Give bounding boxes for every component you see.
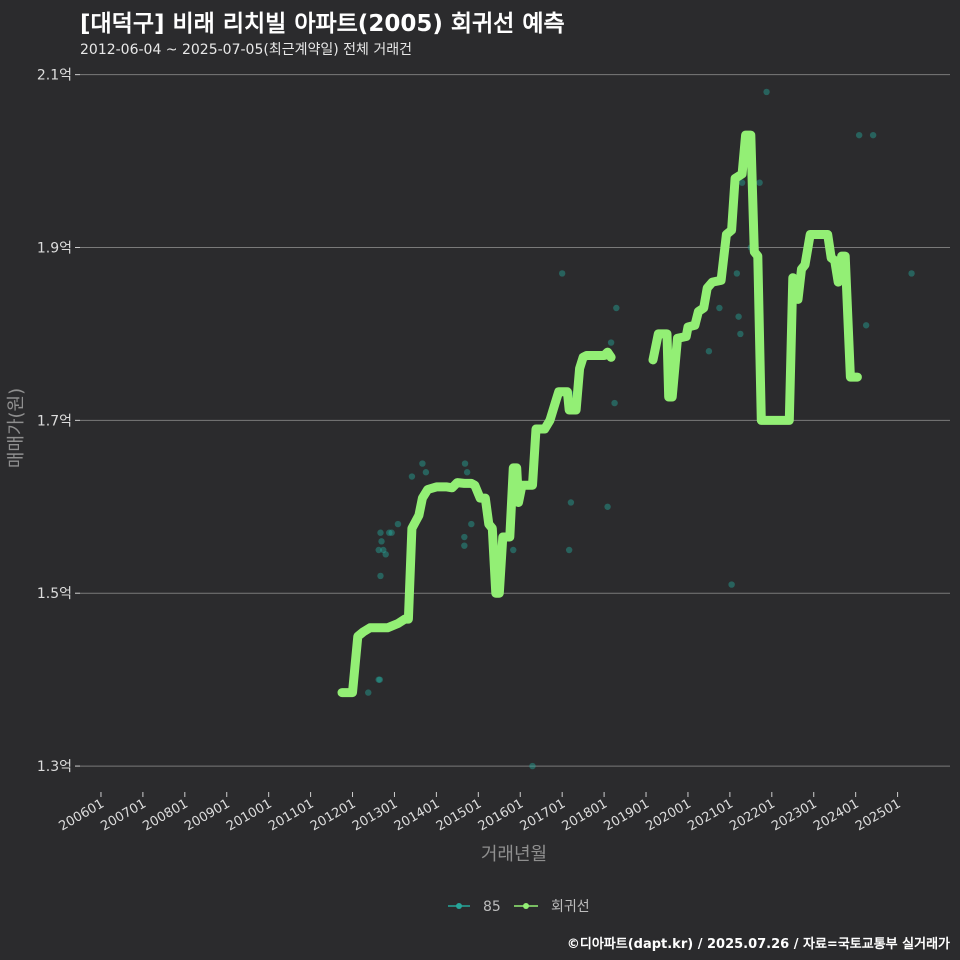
legend-85-marker bbox=[456, 903, 462, 909]
scatter-point-3 bbox=[375, 546, 382, 554]
scatter-point-41 bbox=[855, 131, 863, 139]
x-tick-label-4: 201001 bbox=[224, 796, 274, 834]
regression-line-segment-0 bbox=[337, 347, 616, 698]
scatter-point-19 bbox=[468, 520, 475, 528]
regression-line-segment-1 bbox=[648, 130, 862, 425]
y-axis-title: 매매가(원) bbox=[6, 388, 27, 468]
x-tick-label-1: 200701 bbox=[98, 796, 148, 834]
scatter-point-23 bbox=[558, 270, 566, 277]
scatter-point-37 bbox=[738, 179, 746, 186]
x-tick-label-0: 200601 bbox=[56, 796, 106, 834]
scatter-point-13 bbox=[419, 460, 426, 467]
y-tick-label-3: 1.5억 bbox=[37, 586, 72, 602]
scatter-point-6 bbox=[380, 546, 387, 554]
chart-title: [대덕구] 비래 리치빌 아파트(2005) 회귀선 예측 bbox=[80, 11, 565, 37]
scatter-point-7 bbox=[377, 572, 384, 580]
x-tick-label-15: 202101 bbox=[685, 796, 735, 834]
scatter-point-31 bbox=[705, 348, 713, 355]
x-tick-label-10: 201601 bbox=[476, 796, 526, 834]
scatter-point-35 bbox=[735, 313, 742, 320]
y-tick-label-2: 1.7억 bbox=[37, 413, 72, 429]
y-tick-label-1: 1.9억 bbox=[37, 241, 72, 257]
source-footer: ©디아파트(dapt.kr) / 2025.07.26 / 자료=국토교통부 실… bbox=[566, 937, 950, 952]
gridlines bbox=[80, 74, 950, 767]
x-tick-label-9: 201501 bbox=[434, 796, 484, 834]
scatter-point-5 bbox=[378, 538, 385, 545]
legend-label-regression: 회귀선 bbox=[551, 899, 590, 915]
legend-regression-marker bbox=[523, 903, 529, 909]
scatter-point-25 bbox=[567, 499, 575, 506]
scatter-point-11 bbox=[394, 520, 402, 528]
regression-line-series bbox=[337, 130, 862, 698]
scatter-point-17 bbox=[461, 460, 469, 467]
scatter-point-39 bbox=[756, 179, 763, 186]
scatter-point-24 bbox=[565, 546, 573, 554]
scatter-point-36 bbox=[737, 330, 744, 338]
scatter-point-0 bbox=[365, 689, 372, 696]
x-tick-label-13: 201901 bbox=[602, 796, 652, 834]
scatter-point-4 bbox=[377, 529, 384, 536]
x-tick-label-6: 201201 bbox=[308, 796, 358, 834]
scatter-point-8 bbox=[382, 551, 389, 558]
scatter-point-27 bbox=[604, 503, 611, 510]
y-axis-ticks: 2.1억 1.9억 1.7억 1.5억 1.3억 bbox=[37, 68, 80, 775]
scatter-point-12 bbox=[408, 473, 416, 480]
x-tick-label-5: 201101 bbox=[266, 796, 316, 834]
x-tick-label-16: 202201 bbox=[727, 796, 777, 834]
x-tick-label-12: 201801 bbox=[560, 796, 610, 834]
scatter-point-30 bbox=[613, 304, 620, 312]
scatter-point-40 bbox=[763, 88, 770, 96]
x-tick-label-19: 202501 bbox=[853, 796, 903, 834]
scatter-point-16 bbox=[461, 542, 468, 549]
scatter-point-14 bbox=[422, 469, 430, 476]
scatter-point-10 bbox=[388, 529, 395, 536]
scatter-point-9 bbox=[386, 529, 393, 536]
x-tick-label-8: 201401 bbox=[392, 796, 442, 834]
x-tick-label-18: 202401 bbox=[811, 796, 861, 834]
x-tick-label-2: 200801 bbox=[140, 796, 190, 834]
chart-subtitle: 2012-06-04 ~ 2025-07-05(최근계약일) 전체 거래건 bbox=[80, 42, 412, 58]
scatter-point-2 bbox=[376, 676, 383, 683]
scatter-point-29 bbox=[611, 399, 618, 407]
x-tick-label-7: 201301 bbox=[350, 796, 400, 834]
scatter-point-44 bbox=[908, 270, 915, 277]
scatter-point-20 bbox=[510, 546, 517, 554]
scatter-point-42 bbox=[862, 322, 870, 329]
scatter-point-33 bbox=[728, 581, 735, 588]
scatter-point-18 bbox=[463, 469, 471, 476]
legend-label-85: 85 bbox=[483, 899, 501, 915]
scatter-point-15 bbox=[461, 533, 468, 541]
x-axis-ticks: 2006012007012008012009012010012011012012… bbox=[56, 792, 904, 834]
x-tick-label-11: 201701 bbox=[518, 796, 568, 834]
scatter-point-32 bbox=[716, 304, 723, 312]
legend: 85 회귀선 bbox=[448, 899, 590, 915]
scatter-point-1 bbox=[375, 676, 382, 683]
scatter-point-43 bbox=[869, 131, 877, 139]
y-tick-label-4: 1.3억 bbox=[37, 759, 72, 775]
x-axis-title: 거래년월 bbox=[481, 844, 547, 865]
x-tick-label-17: 202301 bbox=[769, 796, 819, 834]
y-tick-label-0: 2.1억 bbox=[37, 68, 72, 84]
x-tick-label-14: 202001 bbox=[643, 796, 693, 834]
x-tick-label-3: 200901 bbox=[182, 796, 232, 834]
scatter-point-28 bbox=[607, 339, 615, 346]
scatter-point-21 bbox=[529, 762, 536, 770]
scatter-point-34 bbox=[733, 270, 741, 277]
scatter-series-85 bbox=[365, 88, 915, 770]
